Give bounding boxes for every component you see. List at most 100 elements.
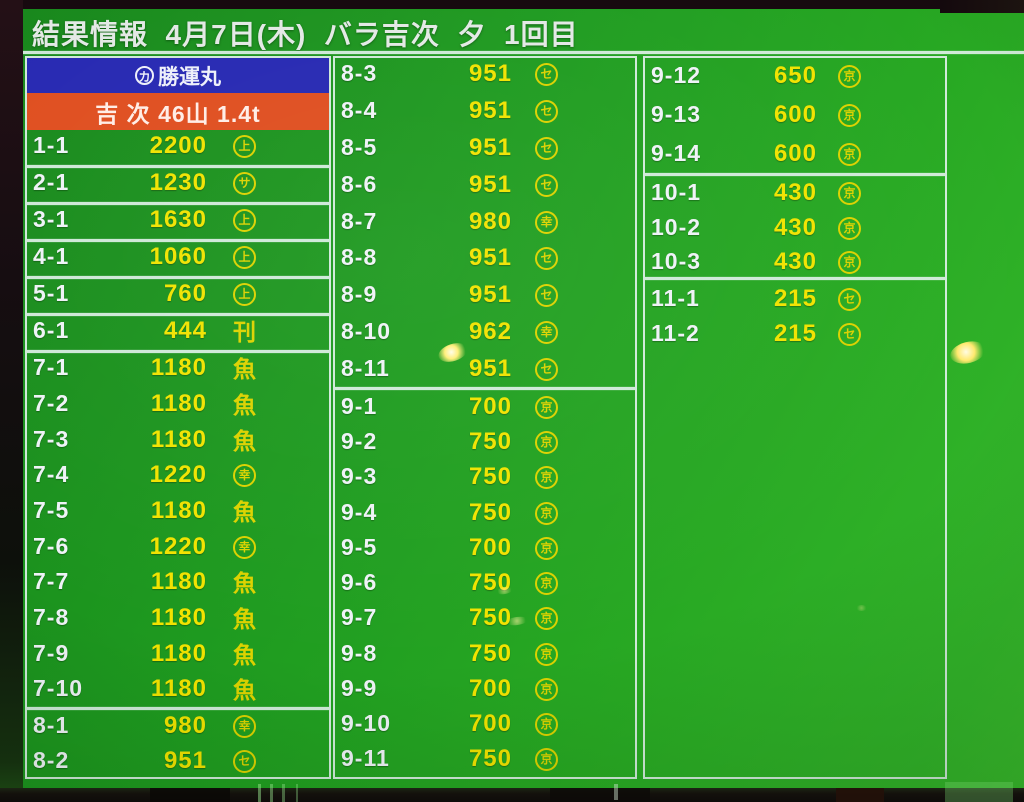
buyer-mark-icon: 京	[535, 607, 558, 630]
result-row: 7-8 1180 魚	[27, 602, 329, 636]
price-value: 600	[773, 101, 817, 128]
buyer-mark-icon: 幸	[535, 211, 558, 234]
lot-id: 4-1	[33, 243, 70, 269]
lot-id: 11-1	[651, 285, 700, 311]
result-row: 8-10 962 幸	[335, 316, 635, 350]
price-value: 951	[468, 60, 512, 87]
photo-frame-bottom	[0, 782, 1024, 802]
result-row: 9-4 750 京	[335, 497, 635, 531]
price-value: 951	[468, 244, 512, 271]
buyer-mark-icon: 京	[535, 572, 558, 595]
buyer-mark-icon: セ	[535, 100, 558, 123]
price-value: 600	[773, 140, 817, 167]
buyer-mark-icon: 上	[233, 135, 256, 158]
result-row: 7-9 1180 魚	[27, 638, 329, 672]
buyer-mark-icon: 魚	[233, 606, 256, 632]
price-value: 430	[773, 179, 817, 206]
result-row: 10-2 430 京	[645, 212, 945, 246]
row-group-divider	[27, 350, 329, 353]
price-value: 215	[773, 285, 817, 312]
price-value: 962	[468, 318, 512, 345]
display-screen-background	[22, 8, 1024, 788]
result-row: 3-1 1630 上	[27, 204, 329, 238]
price-value: 1180	[150, 568, 207, 595]
lot-id: 8-7	[341, 208, 378, 234]
lot-summary-bar: 吉 次 46山 1.4t	[27, 93, 329, 130]
result-row: 10-1 430 京	[645, 177, 945, 211]
lot-id: 8-4	[341, 97, 378, 123]
result-row: 1-1 2200 上	[27, 130, 329, 164]
lot-id: 8-1	[33, 712, 70, 738]
result-row: 10-3 430 京	[645, 246, 945, 280]
price-value: 215	[773, 320, 817, 347]
lot-id: 9-1	[341, 393, 378, 419]
reflection-shape	[296, 784, 298, 802]
result-row: 8-11 951 セ	[335, 353, 635, 387]
price-value: 760	[163, 280, 207, 307]
price-value: 750	[468, 640, 512, 667]
buyer-mark-icon: セ	[535, 284, 558, 307]
result-row: 9-9 700 京	[335, 673, 635, 707]
lot-id: 7-9	[33, 640, 70, 666]
price-value: 650	[773, 62, 817, 89]
price-value: 430	[773, 214, 817, 241]
result-row: 8-9 951 セ	[335, 279, 635, 313]
price-value: 430	[773, 248, 817, 275]
price-value: 750	[468, 499, 512, 526]
result-row: 8-7 980 幸	[335, 206, 635, 240]
lot-id: 9-3	[341, 463, 378, 489]
price-value: 951	[468, 355, 512, 382]
lot-id: 7-5	[33, 497, 70, 523]
buyer-mark-icon: 京	[535, 396, 558, 419]
buyer-mark-icon: 京	[535, 537, 558, 560]
lot-id: 2-1	[33, 169, 70, 195]
price-value: 980	[163, 712, 207, 739]
photo-frame-top	[0, 0, 1024, 9]
result-row: 7-1 1180 魚	[27, 352, 329, 386]
lot-id: 7-6	[33, 533, 70, 559]
price-value: 951	[163, 747, 207, 774]
buyer-mark-icon: 京	[838, 65, 861, 88]
lot-id: 9-13	[651, 101, 702, 127]
result-row: 9-1 700 京	[335, 391, 635, 425]
buyer-mark-icon: 魚	[233, 499, 256, 525]
price-value: 1180	[150, 675, 207, 702]
row-group-divider	[27, 165, 329, 168]
row-group-divider	[335, 387, 635, 390]
price-value: 1180	[150, 426, 207, 453]
lot-id: 10-1	[651, 179, 702, 205]
lot-id: 9-2	[341, 428, 378, 454]
buyer-mark-icon: セ	[535, 174, 558, 197]
result-row: 7-6 1220 幸	[27, 531, 329, 565]
buyer-mark-icon: 幸	[535, 321, 558, 344]
row-group-divider	[27, 202, 329, 205]
reflection-shape	[614, 784, 618, 800]
lot-id: 9-4	[341, 499, 378, 525]
buyer-mark-icon: セ	[535, 358, 558, 381]
photo-frame-left	[0, 0, 23, 802]
lot-id: 8-9	[341, 281, 378, 307]
buyer-mark-icon: サ	[233, 172, 256, 195]
circled-ka-icon: カ	[135, 66, 154, 85]
result-row: 9-7 750 京	[335, 602, 635, 636]
buyer-mark-icon: セ	[838, 323, 861, 346]
buyer-mark-icon: 魚	[233, 677, 256, 703]
lot-id: 6-1	[33, 317, 70, 343]
price-value: 951	[468, 134, 512, 161]
lot-id: 9-8	[341, 640, 378, 666]
column-box-right	[643, 56, 947, 779]
buyer-mark-icon: 京	[535, 678, 558, 701]
result-row: 7-3 1180 魚	[27, 424, 329, 458]
buyer-mark-icon: 上	[233, 283, 256, 306]
lot-id: 7-10	[33, 675, 84, 701]
price-value: 1230	[149, 169, 207, 196]
reflection-shape	[550, 788, 650, 802]
lot-id: 9-6	[341, 569, 378, 595]
price-value: 951	[468, 281, 512, 308]
buyer-mark-icon: 上	[233, 246, 256, 269]
lot-id: 8-2	[33, 747, 70, 773]
result-row: 8-2 951 セ	[27, 745, 329, 779]
lot-id: 8-3	[341, 60, 378, 86]
lot-id: 8-6	[341, 171, 378, 197]
